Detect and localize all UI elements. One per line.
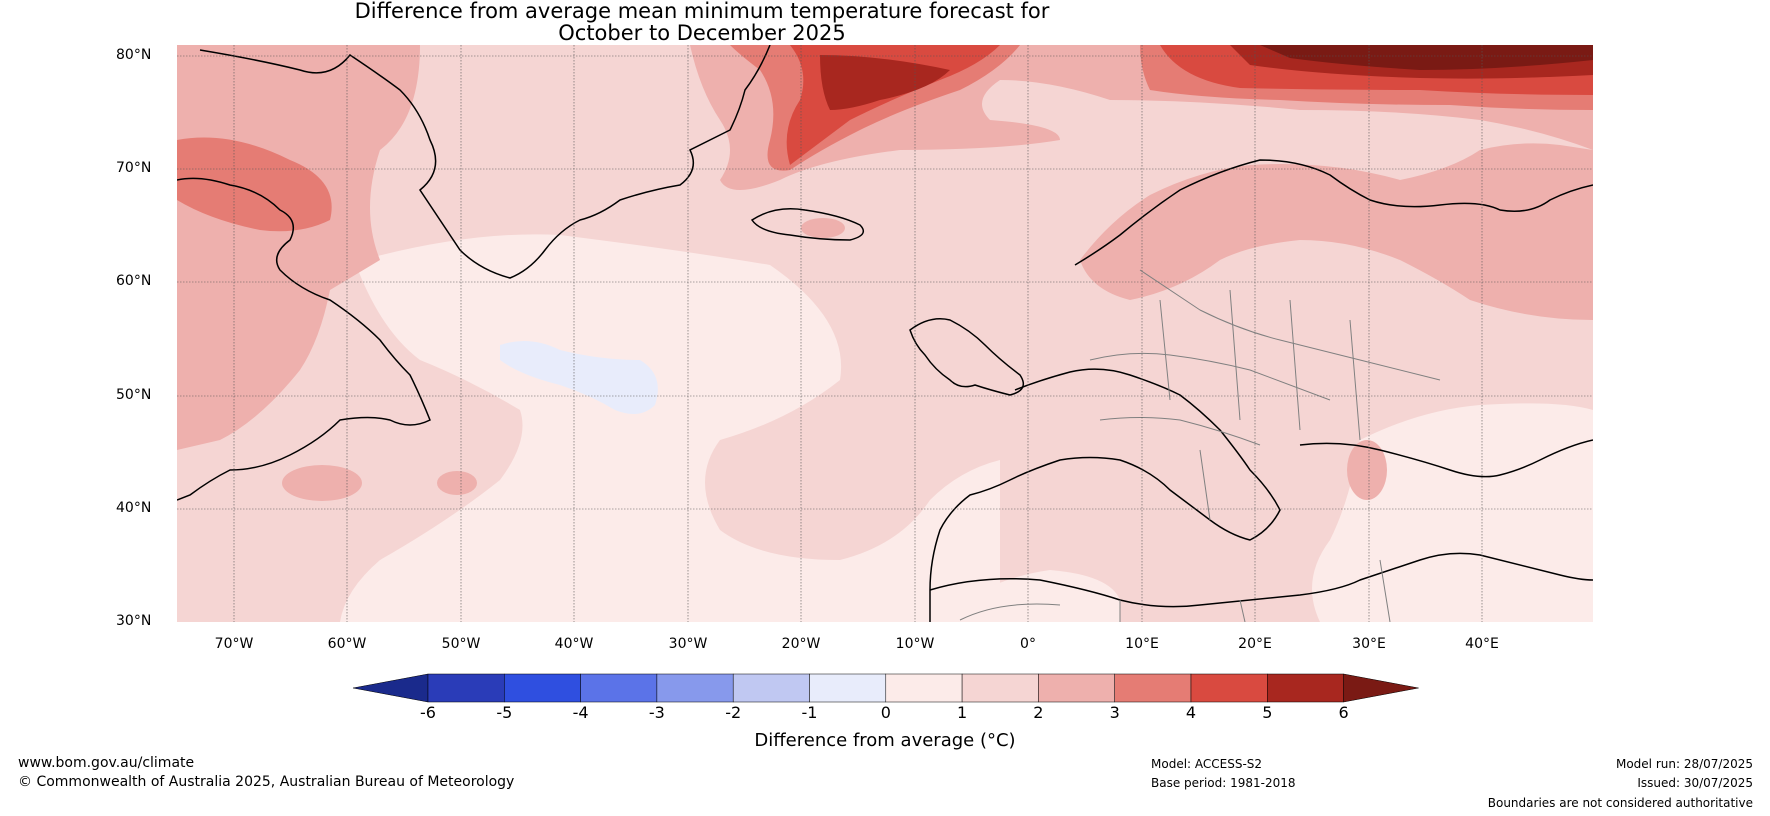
lon-label: 10°W <box>895 636 935 652</box>
colorbar-swatch <box>580 673 658 703</box>
anomaly-patch-iceland <box>801 218 845 238</box>
anomaly-band-3-4-west <box>177 137 332 232</box>
lon-label: 0° <box>1020 636 1036 652</box>
lon-label: 70°W <box>214 636 254 652</box>
model-run-text: Model run: 28/07/2025 <box>1615 757 1753 771</box>
colorbar-tick-label: -3 <box>648 703 665 722</box>
website-text: www.bom.gov.au/climate <box>18 755 195 771</box>
lon-label: 40°E <box>1465 636 1499 652</box>
lon-label: 60°W <box>327 636 367 652</box>
lat-label: 50°N <box>116 387 152 403</box>
colorbar-swatch <box>1190 673 1268 703</box>
colorbar-tick-label: 5 <box>1262 703 1273 722</box>
colorbar <box>352 673 1419 703</box>
colorbar-swatch <box>427 673 505 703</box>
disclaimer-text: Boundaries are not considered authoritat… <box>1487 796 1753 810</box>
anomaly-patch-turkey <box>1347 440 1387 500</box>
lon-label: 10°E <box>1125 636 1159 652</box>
colorbar-tick-label: -5 <box>496 703 513 722</box>
copyright-text: © Commonwealth of Australia 2025, Austra… <box>18 774 515 790</box>
colorbar-swatch <box>809 673 887 703</box>
colorbar-tick-label: -1 <box>801 703 818 722</box>
colorbar-tick-label: -4 <box>572 703 589 722</box>
lat-label: 30°N <box>116 613 152 629</box>
lon-label: 30°W <box>668 636 708 652</box>
colorbar-label: Difference from average (°C) <box>754 730 1016 751</box>
colorbar-tick-label: 1 <box>957 703 968 722</box>
anomaly-band-0-1-south <box>940 570 1120 622</box>
colorbar-tick-label: -6 <box>420 703 436 722</box>
lon-label: 20°E <box>1238 636 1272 652</box>
issued-text: Issued: 30/07/2025 <box>1637 776 1753 790</box>
colorbar-tick-label: 6 <box>1338 703 1349 722</box>
anomaly-patch-newfoundland <box>282 465 362 501</box>
colorbar-extend-low <box>352 673 429 703</box>
colorbar-swatch <box>961 673 1039 703</box>
colorbar-swatch <box>1038 673 1115 703</box>
base-period-text: Base period: 1981-2018 <box>1151 776 1296 790</box>
lon-label: 30°E <box>1352 636 1386 652</box>
coastlines <box>177 45 1593 622</box>
lat-label: 40°N <box>116 500 152 516</box>
colorbar-swatch <box>656 673 734 703</box>
colorbar-tick-label: 3 <box>1109 703 1120 722</box>
lat-label: 70°N <box>116 160 152 176</box>
lon-label: 50°W <box>441 636 481 652</box>
colorbar-swatch <box>885 673 963 703</box>
lat-label: 60°N <box>116 273 152 289</box>
colorbar-tick-label: 2 <box>1033 703 1044 722</box>
anomaly-band-2-3-east <box>1080 143 1593 320</box>
country-borders <box>959 269 1441 622</box>
anomaly-band-5-6-north <box>820 55 950 110</box>
anomaly-band-0-1 <box>340 234 1000 622</box>
map-title-line-2: October to December 2025 <box>558 21 846 45</box>
lon-label: 40°W <box>554 636 594 652</box>
map-title-line-1: Difference from average mean minimum tem… <box>354 0 1050 23</box>
lon-label: 20°W <box>781 636 821 652</box>
anomaly-patch-atlantic <box>437 471 477 495</box>
colorbar-swatch <box>1114 673 1192 703</box>
model-text: Model: ACCESS-S2 <box>1151 757 1263 771</box>
anomaly-field <box>177 45 1593 622</box>
colorbar-tick-label: -2 <box>725 703 742 722</box>
colorbar-tick-label: 0 <box>880 703 891 722</box>
lat-label: 80°N <box>116 47 152 63</box>
colorbar-tick-label: 4 <box>1185 703 1197 722</box>
colorbar-swatch <box>504 673 581 703</box>
gridlines <box>177 45 1593 622</box>
anomaly-band-above-6 <box>1260 45 1593 70</box>
colorbar-extend-high <box>1343 673 1419 703</box>
colorbar-swatch <box>732 673 810 703</box>
colorbar-swatch <box>1267 673 1344 703</box>
